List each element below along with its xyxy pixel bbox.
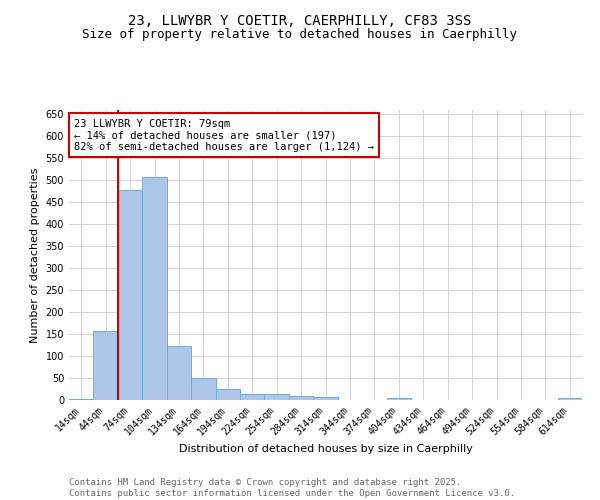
Text: 23, LLWYBR Y COETIR, CAERPHILLY, CF83 3SS: 23, LLWYBR Y COETIR, CAERPHILLY, CF83 3S…	[128, 14, 472, 28]
Bar	[69, 398, 94, 400]
Bar	[289, 396, 313, 400]
Bar	[265, 394, 289, 400]
Bar	[167, 346, 191, 400]
Bar	[557, 398, 582, 400]
Bar	[313, 397, 338, 400]
Text: 23 LLWYBR Y COETIR: 79sqm
← 14% of detached houses are smaller (197)
82% of semi: 23 LLWYBR Y COETIR: 79sqm ← 14% of detac…	[74, 118, 374, 152]
X-axis label: Distribution of detached houses by size in Caerphilly: Distribution of detached houses by size …	[179, 444, 472, 454]
Text: Contains HM Land Registry data © Crown copyright and database right 2025.
Contai: Contains HM Land Registry data © Crown c…	[69, 478, 515, 498]
Bar	[142, 177, 167, 400]
Bar	[215, 389, 240, 400]
Text: Size of property relative to detached houses in Caerphilly: Size of property relative to detached ho…	[83, 28, 517, 41]
Bar	[191, 378, 215, 400]
Bar	[240, 394, 265, 400]
Bar	[118, 190, 142, 400]
Bar	[94, 330, 118, 400]
Y-axis label: Number of detached properties: Number of detached properties	[30, 168, 40, 342]
Bar	[386, 398, 411, 400]
